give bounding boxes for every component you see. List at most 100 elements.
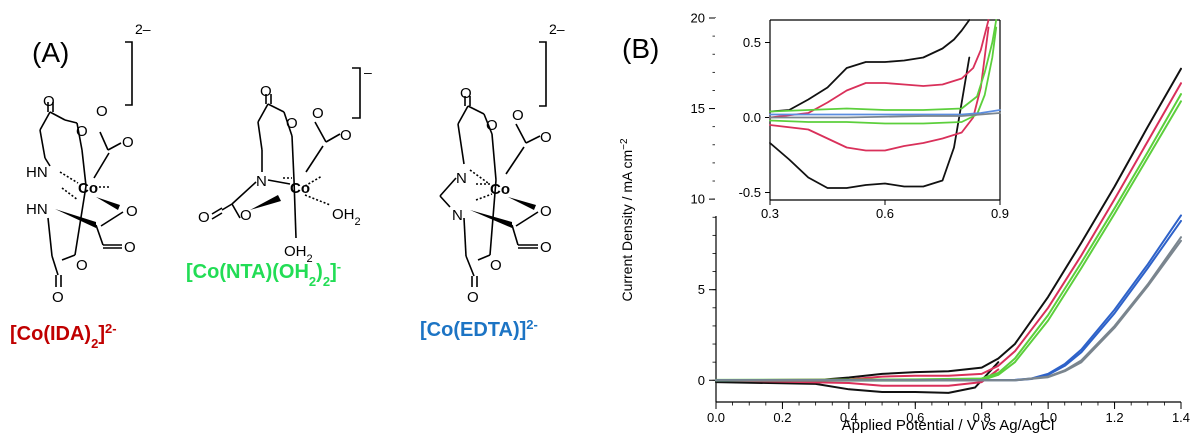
charge-label: 2– — [549, 21, 565, 37]
atom-o: O — [240, 207, 252, 224]
x-tick-label: 1.2 — [1106, 410, 1124, 425]
atom-o: O — [490, 257, 502, 274]
atom-o: O — [540, 239, 552, 256]
atom-o: O — [460, 85, 472, 102]
inset-chart: 0.3 0.6 0.9 -0.5 0.0 0.5 — [715, 18, 1009, 221]
series-line — [715, 214, 1182, 382]
x-tick-label: 0.6 — [906, 410, 924, 425]
x-tick-label: 0.0 — [707, 410, 725, 425]
y-axis-label-sup: −2 — [619, 138, 630, 150]
atom-o: O — [286, 115, 298, 132]
atom-oh2-text: OH — [284, 243, 307, 260]
atom-o: O — [467, 289, 479, 306]
complex-name-co-nta: [Co(NTA)(OH2)2]- — [186, 259, 341, 289]
atom-o: O — [122, 134, 134, 151]
charge-bracket — [125, 41, 133, 106]
charge-label: – — [364, 64, 372, 80]
x-tick-label: 0.8 — [973, 410, 991, 425]
atom-o: O — [124, 239, 136, 256]
x-tick-label: 0.6 — [876, 206, 894, 221]
atom-oh2: OH2 — [284, 243, 313, 265]
y-tick-label: 15 — [691, 101, 705, 116]
x-tick-label: 0.3 — [761, 206, 779, 221]
atom-o: O — [486, 117, 498, 134]
complex-name-sub: 2 — [309, 274, 316, 289]
atom-n: N — [456, 170, 467, 187]
structure-co-ida — [39, 41, 133, 287]
y-axis-label: Current Density / mA cm−2 — [619, 138, 636, 302]
series-line — [769, 19, 971, 113]
series-line — [715, 82, 1182, 382]
panel-b-label: (B) — [622, 33, 659, 64]
x-axis-label-part: vs — [981, 417, 997, 434]
atom-oh2-text: OH — [332, 206, 355, 223]
structure-co-edta-atoms: O O O O N Co N O O O O 2– — [452, 21, 565, 306]
atom-co: Co — [290, 180, 310, 197]
structure-co-nta — [211, 67, 361, 239]
x-tick-label: 0.9 — [991, 206, 1009, 221]
atom-n: N — [256, 173, 267, 190]
y-tick-label: 0.0 — [743, 110, 761, 125]
atom-o: O — [312, 105, 324, 122]
complex-name-close: ] — [98, 323, 105, 345]
atom-hn: HN — [26, 164, 48, 181]
series-line — [715, 219, 1182, 382]
atom-n: N — [452, 207, 463, 224]
structure-co-edta — [439, 41, 547, 287]
atom-o: O — [76, 257, 88, 274]
y-tick-label: -0.5 — [739, 185, 761, 200]
inset-series — [769, 19, 1001, 189]
series-line — [715, 361, 1000, 394]
series-line — [715, 368, 1000, 387]
x-tick-label: 1.4 — [1172, 410, 1190, 425]
complex-name-sup: - — [337, 259, 341, 274]
y-tick-label: 5 — [698, 282, 705, 297]
series-line — [715, 236, 1182, 382]
complex-name-co-ida: [Co(IDA)2]2- — [10, 321, 117, 351]
atom-o: O — [126, 203, 138, 220]
complex-name-sup: 2- — [105, 321, 117, 336]
y-tick-label: 0.5 — [743, 35, 761, 50]
atom-co: Co — [78, 180, 98, 197]
complex-name-sub: 2 — [91, 336, 98, 351]
series-line — [715, 67, 1182, 383]
main-series — [715, 67, 1182, 394]
x-tick-label: 0.4 — [840, 410, 858, 425]
atom-o: O — [43, 93, 55, 110]
x-axis-label: Applied Potential / V vs Ag/AgCl — [842, 417, 1055, 434]
complex-name-close: ) — [316, 261, 323, 283]
atom-o: O — [540, 203, 552, 220]
atom-o: O — [76, 123, 88, 140]
complex-name-main: [Co(EDTA)] — [420, 319, 526, 341]
complex-name-close: ] — [330, 261, 337, 283]
series-line — [769, 26, 990, 152]
complex-name-co-edta: [Co(EDTA)]2- — [420, 317, 538, 342]
x-axis-label-part: Applied Potential / V — [842, 417, 981, 434]
series-line — [769, 19, 998, 113]
panel-a-label: (A) — [32, 37, 69, 68]
charge-bracket — [352, 67, 361, 119]
atom-o: O — [198, 209, 210, 226]
series-line — [715, 93, 1182, 381]
structure-co-ida-atoms: O O O O HN Co HN O O O O 2– — [26, 21, 151, 306]
y-tick-label: 20 — [691, 11, 705, 26]
series-line — [769, 109, 1001, 116]
atom-o: O — [340, 127, 352, 144]
series-line — [769, 56, 971, 189]
atom-hn: HN — [26, 201, 48, 218]
series-line — [769, 19, 990, 119]
x-tick-label: 0.2 — [773, 410, 791, 425]
atom-o: O — [96, 103, 108, 120]
atom-o: O — [540, 129, 552, 146]
x-tick-label: 1.0 — [1039, 410, 1057, 425]
complex-name-sup: 2- — [526, 317, 538, 332]
complex-name-main: [Co(NTA)(OH — [186, 261, 309, 283]
main-ticks: 0.0 0.2 0.4 0.6 0.8 1.0 1.2 1.4 0 5 10 15 20 — [691, 11, 1191, 425]
series-line — [769, 26, 998, 125]
atom-co: Co — [490, 181, 510, 198]
charge-bracket — [539, 41, 547, 107]
panel-b: (B) 0.0 0.2 0.4 0.6 0.8 1.0 1.2 1.4 0 5 10 15 20 Cur… — [619, 11, 1191, 434]
structure-co-nta-atoms: O O O O N Co O O OH2 OH2 – — [198, 64, 372, 265]
atom-o: O — [260, 83, 272, 100]
